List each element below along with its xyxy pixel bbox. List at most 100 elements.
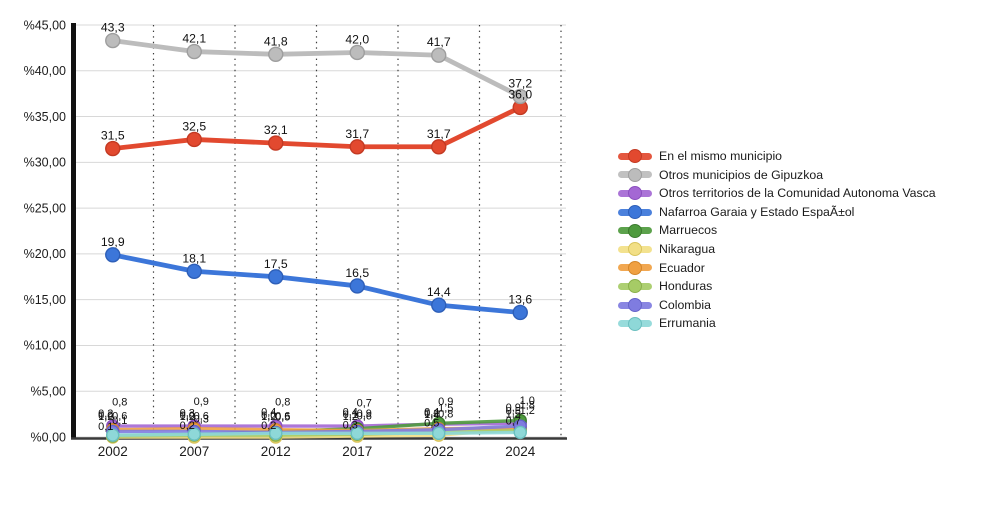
data-point-label-otros-municipios-de-gipuzkoa-2012: 41,8 [264,34,288,48]
data-point-label-errumania-2024: 0,5 [506,405,521,417]
data-point-label-honduras-2007: 0,2 [180,420,195,432]
x-axis-label-2022: 2022 [424,444,454,459]
data-point-en-el-mismo-municipio-2012 [268,135,284,151]
data-point-label-otros-municipios-de-gipuzkoa-2022: 41,7 [427,35,451,49]
data-point-label-ecuador-2012: 0,8 [275,397,290,409]
data-point-label-colombia-2007: 0,6 [194,411,209,423]
legend: En el mismo municipio Otros municipios de… [618,147,936,333]
legend-label: Honduras [659,279,713,294]
data-point-label-errumania-2007: 0,3 [180,407,195,419]
data-point-label-colombia-2022: 0,8 [438,409,453,421]
data-point-label-nafarroa-garaia-y-estado-espa-ol-2002: 19,9 [101,235,125,249]
y-axis-tick-label: %10,00 [24,339,66,353]
legend-line-marker-icon [618,260,652,275]
data-point-errumania-2002 [106,428,120,442]
legend-label: Otros municipios de Gipuzkoa [659,167,824,182]
data-point-label-errumania-2022: 0,4 [424,406,439,418]
data-point-otros-municipios-de-gipuzkoa-2007 [186,43,202,60]
y-axis-tick-label: %20,00 [24,247,66,261]
data-point-label-colombia-2012: 0,5 [275,411,290,423]
data-point-label-marruecos-2022: 1,5 [438,402,453,414]
legend-item-otros-municipios-de-gipuzkoa[interactable]: Otros municipios de Gipuzkoa [618,166,936,185]
series-line-nafarroa-garaia-y-estado-espa-ol [110,252,523,315]
data-point-otros-municipios-de-gipuzkoa-2017 [349,44,365,61]
data-point-label-en-el-mismo-municipio-2012: 32,1 [264,123,288,137]
legend-item-ecuador[interactable]: Ecuador [618,259,936,278]
data-point-label-en-el-mismo-municipio-2007: 32,5 [182,119,206,133]
legend-item-marruecos[interactable]: Marruecos [618,221,936,240]
x-axis-label-2012: 2012 [261,444,291,459]
data-point-label-en-el-mismo-municipio-2002: 31,5 [101,129,125,143]
data-point-label-en-el-mismo-municipio-2022: 31,7 [427,127,451,141]
data-point-errumania-2024 [513,425,527,440]
data-point-label-colombia-2017: 0,6 [357,411,372,423]
legend-swatch-dot [628,316,642,331]
legend-line-marker-icon [618,149,652,164]
data-point-errumania-2022 [432,426,446,441]
legend-swatch-dot [628,186,642,201]
data-point-label-nikaragua-2002: 0,0 [98,410,113,422]
legend-swatch-dot [628,279,642,294]
data-point-label-en-el-mismo-municipio-2024: 36,0 [508,87,532,101]
data-point-label-nafarroa-garaia-y-estado-espa-ol-2017: 16,5 [345,266,369,280]
data-point-label-honduras-2024: 0,7 [506,416,521,428]
data-point-label-otros-municipios-de-gipuzkoa-2007: 42,1 [182,32,206,46]
x-axis-label-2002: 2002 [98,444,128,459]
legend-line-marker-icon [618,223,652,238]
legend-swatch-dot [628,167,642,182]
data-point-label-ecuador-2007: 0,9 [194,396,209,408]
data-point-nafarroa-garaia-y-estado-espa-ol-2022 [431,297,447,313]
data-point-label-errumania-2012: 0,4 [261,406,276,418]
legend-label: En el mismo municipio [659,149,783,163]
legend-swatch-dot [628,149,642,164]
data-point-nafarroa-garaia-y-estado-espa-ol-2012 [268,269,284,285]
data-point-label-honduras-2012: 0,2 [261,420,276,432]
data-point-label-colombia-2024: 1,2 [520,405,535,417]
data-point-label-otros-territorios-de-la-comunidad-autonoma-vasca-2024: 1,5 [506,408,521,420]
data-point-label-nafarroa-garaia-y-estado-espa-ol-2022: 14,4 [427,285,451,299]
y-axis-tick-label: %25,00 [24,201,66,215]
data-point-label-ecuador-2017: 0,7 [357,398,372,410]
data-point-label-errumania-2017: 0,4 [343,406,358,418]
legend-item-colombia[interactable]: Colombia [618,296,936,315]
data-point-label-nafarroa-garaia-y-estado-espa-ol-2024: 13,6 [508,292,532,306]
data-point-label-otros-municipios-de-gipuzkoa-2024: 37,2 [508,76,532,90]
data-point-label-marruecos-2012: 0,6 [275,411,290,423]
x-axis-label-2024: 2024 [505,444,536,459]
legend-item-en-el-mismo-municipio[interactable]: En el mismo municipio [618,147,936,166]
legend-item-errumania[interactable]: Errumania [618,314,936,333]
data-point-label-otros-territorios-de-la-comunidad-autonoma-vasca-2012: 1,2 [261,411,276,423]
legend-line-marker-icon [618,298,652,313]
legend-label: Otros territorios de la Comunidad Autono… [659,186,936,201]
legend-label: Nafarroa Garaia y Estado EspaÃ±ol [659,204,855,219]
legend-line-marker-icon [618,316,652,331]
data-point-label-marruecos-2002: 0,1 [112,415,127,427]
data-point-label-otros-territorios-de-la-comunidad-autonoma-vasca-2007: 1,2 [180,411,195,423]
data-point-otros-municipios-de-gipuzkoa-2024 [512,88,528,105]
data-point-otros-municipios-de-gipuzkoa-2022 [431,47,447,63]
legend-line-marker-icon [618,279,652,294]
data-point-label-otros-municipios-de-gipuzkoa-2017: 42,0 [345,32,369,46]
data-point-en-el-mismo-municipio-2002 [105,140,121,157]
data-point-label-honduras-2017: 0,3 [343,419,358,431]
legend-item-nikaragua[interactable]: Nikaragua [618,240,936,259]
y-axis-tick-label: %45,00 [24,18,66,32]
data-point-label-en-el-mismo-municipio-2017: 31,7 [345,127,369,141]
data-point-label-nikaragua-2007: 0,0 [180,410,195,422]
data-point-en-el-mismo-municipio-2022 [431,139,447,155]
legend-item-otros-territorios-de-la-comunidad-autonoma-vasca[interactable]: Otros territorios de la Comunidad Autono… [618,184,936,203]
y-axis-tick-label: %30,00 [24,156,66,170]
legend-swatch-dot [628,205,642,220]
legend-item-nafarroa-garaia-y-estado-espa-ol[interactable]: Nafarroa Garaia y Estado EspaÃ±ol [618,203,936,222]
data-point-label-otros-territorios-de-la-comunidad-autonoma-vasca-2017: 1,2 [343,411,358,423]
legend-item-honduras[interactable]: Honduras [618,277,936,296]
data-point-otros-municipios-de-gipuzkoa-2002 [105,32,121,49]
y-axis-tick-label: %5,00 [31,385,66,399]
data-point-en-el-mismo-municipio-2007 [186,131,202,148]
legend-line-marker-icon [618,242,652,257]
y-axis-tick-label: %0,00 [31,430,66,444]
legend-swatch-dot [628,260,642,275]
data-point-label-marruecos-2024: 1,8 [520,400,535,412]
data-point-nafarroa-garaia-y-estado-espa-ol-2017 [349,278,365,294]
